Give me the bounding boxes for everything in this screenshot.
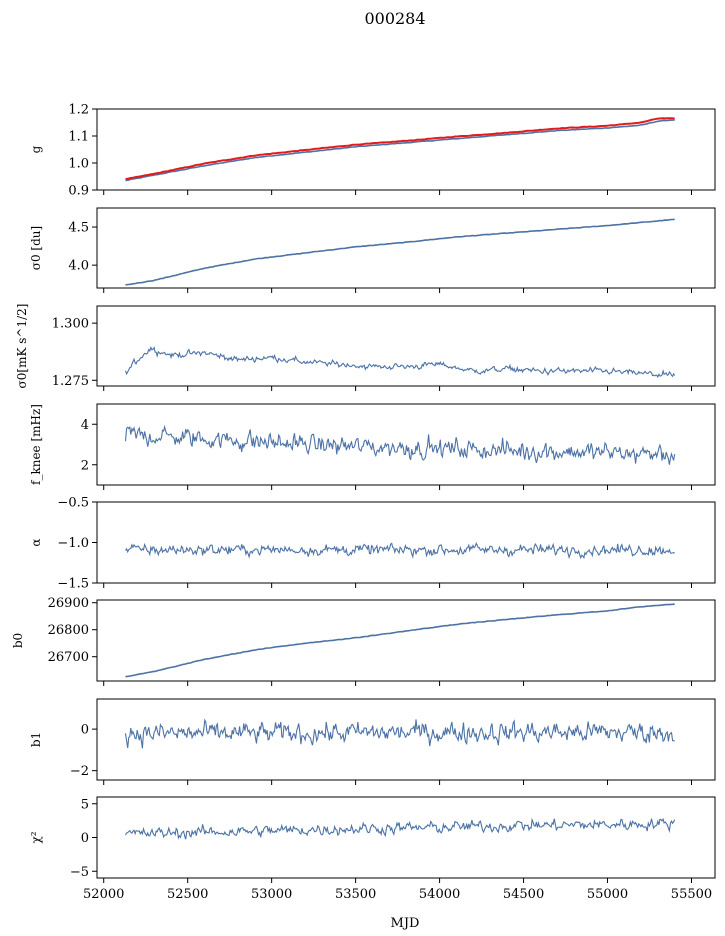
panel-3: 2 4 f_knee [mHz] — [29, 403, 716, 490]
y-tick-label-7-0: −5 — [70, 865, 89, 880]
series-line-1-0 — [125, 218, 675, 286]
y-tick-label-5-0: 26700 — [48, 650, 89, 665]
x-tick-label-5: 54500 — [503, 887, 544, 902]
y-tick-label-1-0: 4.0 — [68, 259, 89, 274]
panel-1: 4.0 4.5 σ0 [du] — [29, 207, 716, 293]
y-axis-label-2: σ0[mK s^1/2] — [15, 304, 29, 389]
series-line-5-0 — [125, 603, 675, 678]
series-line-4-0 — [125, 542, 675, 560]
panel-6: −2 0 b1 — [29, 698, 716, 785]
series-line-0-1 — [125, 117, 675, 180]
y-axis-label-1: σ0 [du] — [29, 226, 43, 270]
x-tick-label-4: 54000 — [419, 887, 460, 902]
panels: 0.9 1.0 1.1 1.2 g 4.0 4.5 σ0 [du] 1.275 1.300 σ0[m… — [11, 103, 716, 902]
series-line-7-0 — [125, 817, 676, 840]
y-tick-label-5-1: 26800 — [48, 623, 89, 638]
panel-0: 0.9 1.0 1.1 1.2 g — [29, 103, 716, 199]
x-tick-label-0: 52000 — [83, 887, 124, 902]
y-tick-label-5-2: 26900 — [48, 596, 89, 611]
y-axis-label-5: b0 — [11, 633, 25, 648]
x-axis-label: MJD — [391, 916, 420, 931]
y-tick-label-4-0: −1.5 — [57, 577, 89, 592]
panel-frame-0 — [96, 108, 716, 191]
x-tick-label-3: 53500 — [335, 887, 376, 902]
panel-5: 26700 26800 26900 b0 — [11, 596, 716, 686]
y-tick-label-3-1: 4 — [81, 418, 89, 433]
y-tick-label-3-0: 2 — [81, 458, 89, 473]
y-tick-label-4-1: −1.0 — [57, 536, 89, 551]
y-tick-label-6-1: 0 — [81, 723, 89, 738]
panel-4: −1.5 −1.0 −0.5 α — [29, 496, 716, 592]
x-tick-label-7: 55500 — [671, 887, 712, 902]
y-tick-label-0-3: 1.2 — [68, 103, 89, 118]
panel-frame-4 — [96, 501, 716, 584]
y-tick-label-1-1: 4.5 — [68, 221, 89, 236]
x-tick-label-2: 53000 — [251, 887, 292, 902]
y-tick-label-2-1: 1.300 — [52, 317, 89, 332]
panel-2: 1.275 1.300 σ0[mK s^1/2] — [15, 304, 716, 391]
panel-frame-7 — [96, 796, 716, 879]
y-tick-label-0-0: 0.9 — [68, 184, 89, 199]
y-axis-label-6: b1 — [29, 732, 43, 747]
y-tick-label-0-1: 1.0 — [68, 157, 89, 172]
series-line-0-0 — [125, 119, 675, 182]
figure-title: 000284 — [364, 9, 425, 28]
x-tick-label-1: 52500 — [167, 887, 208, 902]
y-axis-label-4: α — [29, 538, 43, 546]
panel-frame-2 — [96, 305, 716, 387]
x-tick-label-6: 55000 — [587, 887, 628, 902]
panel-frame-1 — [96, 207, 716, 289]
y-tick-label-7-2: 5 — [81, 797, 89, 812]
panel-frame-3 — [96, 403, 716, 486]
series-line-3-0 — [124, 424, 676, 465]
y-axis-label-3: f_knee [mHz] — [29, 404, 43, 485]
panel-7: −5 0 5 52000 52500 53000 53500 54000 54500 55000 5… — [29, 796, 716, 902]
series-line-2-0 — [124, 346, 676, 379]
panel-frame-6 — [96, 698, 716, 781]
y-axis-label-7: χ² — [29, 831, 43, 843]
y-tick-label-6-0: −2 — [70, 764, 89, 779]
y-tick-label-2-0: 1.275 — [52, 374, 89, 389]
y-tick-label-0-2: 1.1 — [68, 130, 89, 145]
y-tick-label-7-1: 0 — [81, 831, 89, 846]
panel-frame-5 — [96, 599, 716, 682]
y-axis-label-0: g — [29, 145, 43, 153]
series-line-6-0 — [124, 718, 675, 749]
y-tick-label-4-2: −0.5 — [57, 496, 89, 511]
